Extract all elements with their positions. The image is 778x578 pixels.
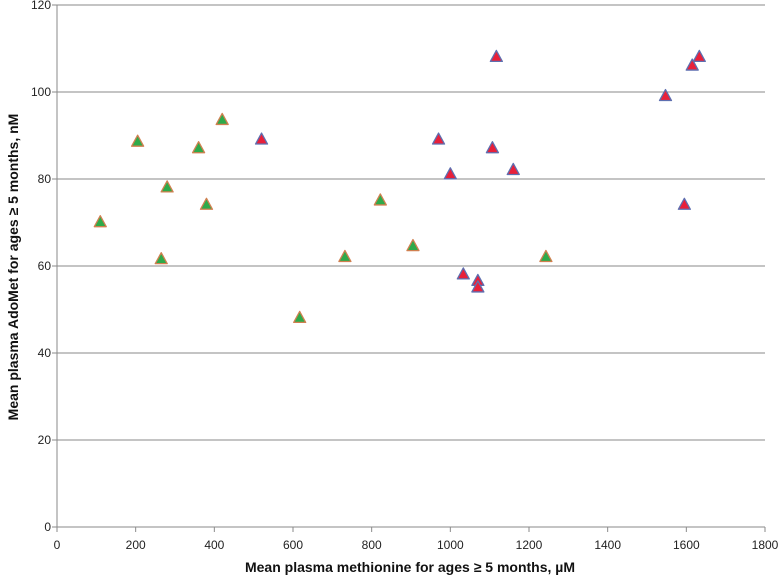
y-tick-label: 100: [31, 85, 51, 99]
x-tick-label: 200: [126, 538, 146, 552]
data-point-s1-11: [685, 58, 699, 71]
y-tick-label: 60: [38, 259, 52, 273]
data-point-s0-11: [539, 249, 553, 263]
data-point-s0-7: [293, 310, 307, 324]
y-tick-label: 0: [44, 520, 51, 534]
x-tick-label: 400: [204, 538, 224, 552]
data-point-s1-7: [489, 49, 504, 63]
data-point-s0-2: [154, 252, 168, 265]
data-point-s1-3: [456, 267, 470, 280]
x-tick-label: 1800: [752, 538, 778, 552]
x-tick-label: 1000: [437, 538, 464, 552]
data-point-s0-10: [406, 238, 420, 252]
y-tick-label: 40: [38, 346, 52, 360]
y-tick-label: 80: [38, 172, 52, 186]
data-points: [93, 49, 706, 324]
y-tick-label: 120: [31, 0, 51, 12]
data-point-s0-9: [373, 193, 387, 206]
grid-lines: [57, 4, 765, 441]
x-tick-label: 1200: [516, 538, 543, 552]
data-point-s0-0: [93, 215, 107, 228]
data-point-s1-6: [485, 141, 500, 154]
data-point-s0-5: [199, 197, 214, 210]
data-point-s1-10: [677, 197, 692, 210]
data-point-s1-0: [254, 132, 269, 145]
data-point-s1-5: [471, 280, 485, 293]
x-tick-label: 600: [283, 538, 303, 552]
data-point-s1-1: [431, 132, 446, 145]
y-axis-title: Mean plasma AdoMet for ages ≥ 5 months, …: [5, 114, 21, 421]
y-tick-label: 20: [38, 433, 52, 447]
data-point-s1-2: [443, 167, 457, 180]
data-point-s0-1: [130, 134, 145, 147]
data-point-s0-8: [338, 249, 352, 263]
data-point-s1-12: [692, 49, 706, 63]
x-tick-label: 0: [54, 538, 61, 552]
data-point-s0-3: [160, 180, 174, 193]
data-point-s1-8: [506, 162, 520, 176]
x-axis-title: Mean plasma methionine for ages ≥ 5 mont…: [245, 559, 575, 575]
data-point-s0-4: [191, 141, 206, 154]
axes: [52, 4, 766, 532]
x-tick-label: 800: [362, 538, 382, 552]
data-point-s0-6: [215, 112, 229, 126]
y-tick-labels: 0 20 40 60 80 100 120: [31, 0, 51, 534]
x-tick-label: 1400: [594, 538, 621, 552]
x-tick-labels: 0 200 400 600 800 1000 1200 1400 1600 1800: [54, 538, 778, 552]
data-point-s1-9: [658, 88, 673, 102]
x-tick-label: 1600: [673, 538, 700, 552]
